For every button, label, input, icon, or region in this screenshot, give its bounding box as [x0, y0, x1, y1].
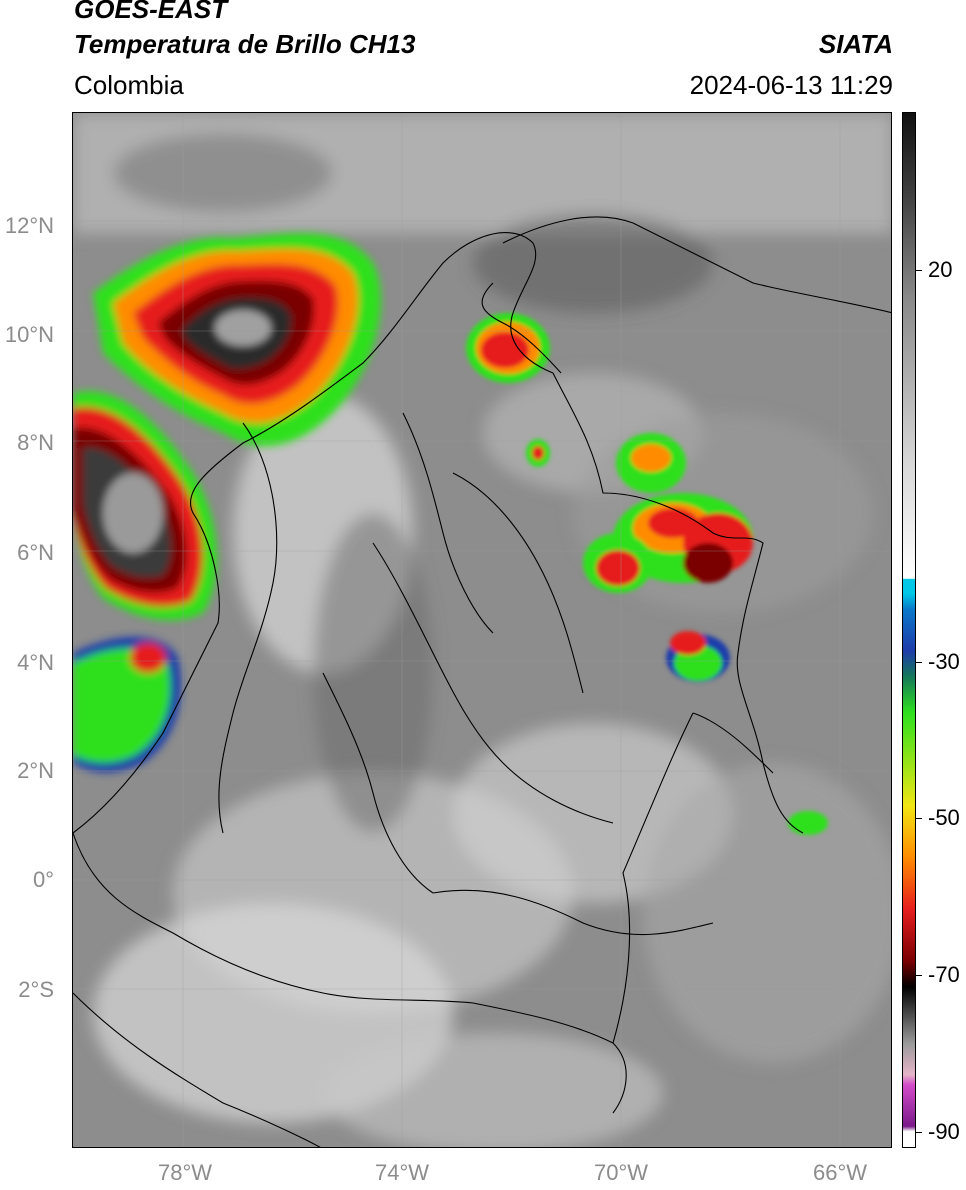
colorbar-label-minus90: -90	[928, 1119, 960, 1144]
colorbar-tick-mark	[916, 662, 922, 663]
lat-tick-4n: 4°N	[17, 650, 54, 675]
colorbar-label-minus50: -50	[928, 805, 960, 830]
timestamp: 2024-06-13 11:29	[689, 70, 893, 100]
country-borders	[73, 216, 891, 1147]
satellite-map[interactable]	[72, 112, 892, 1148]
colorbar-tick-mark	[916, 975, 922, 976]
lat-tick-2n: 2°N	[17, 758, 54, 783]
map-image	[73, 113, 891, 1147]
colorbar-label-minus70: -70	[928, 962, 960, 987]
lat-tick-8n: 8°N	[17, 430, 54, 455]
lon-tick-74w: 74°W	[374, 1160, 430, 1185]
region-label: Colombia	[74, 70, 184, 100]
colorbar-label-minus30: -30	[928, 649, 960, 674]
agency-label: SIATA	[818, 29, 893, 59]
lat-tick-6n: 6°N	[17, 540, 54, 565]
graticule	[73, 113, 891, 1147]
colorbar-tick-mark	[916, 818, 922, 819]
colorbar-tick-mark	[916, 1132, 922, 1133]
product-title: Temperatura de Brillo CH13	[74, 29, 416, 59]
colorbar-tick-mark	[916, 270, 922, 271]
colorbar-label-20: 20	[928, 257, 953, 282]
lat-tick-2s: 2°S	[18, 977, 54, 1002]
lon-tick-70w: 70°W	[593, 1160, 649, 1185]
lat-tick-0: 0°	[32, 867, 54, 892]
lat-tick-10n: 10°N	[4, 322, 54, 347]
lon-tick-66w: 66°W	[812, 1160, 868, 1185]
temperature-colorbar	[902, 112, 916, 1148]
satellite-title: GOES-EAST	[74, 0, 228, 24]
lon-tick-78w: 78°W	[157, 1160, 213, 1185]
storm-cells	[73, 233, 828, 835]
lat-tick-12n: 12°N	[4, 213, 54, 238]
